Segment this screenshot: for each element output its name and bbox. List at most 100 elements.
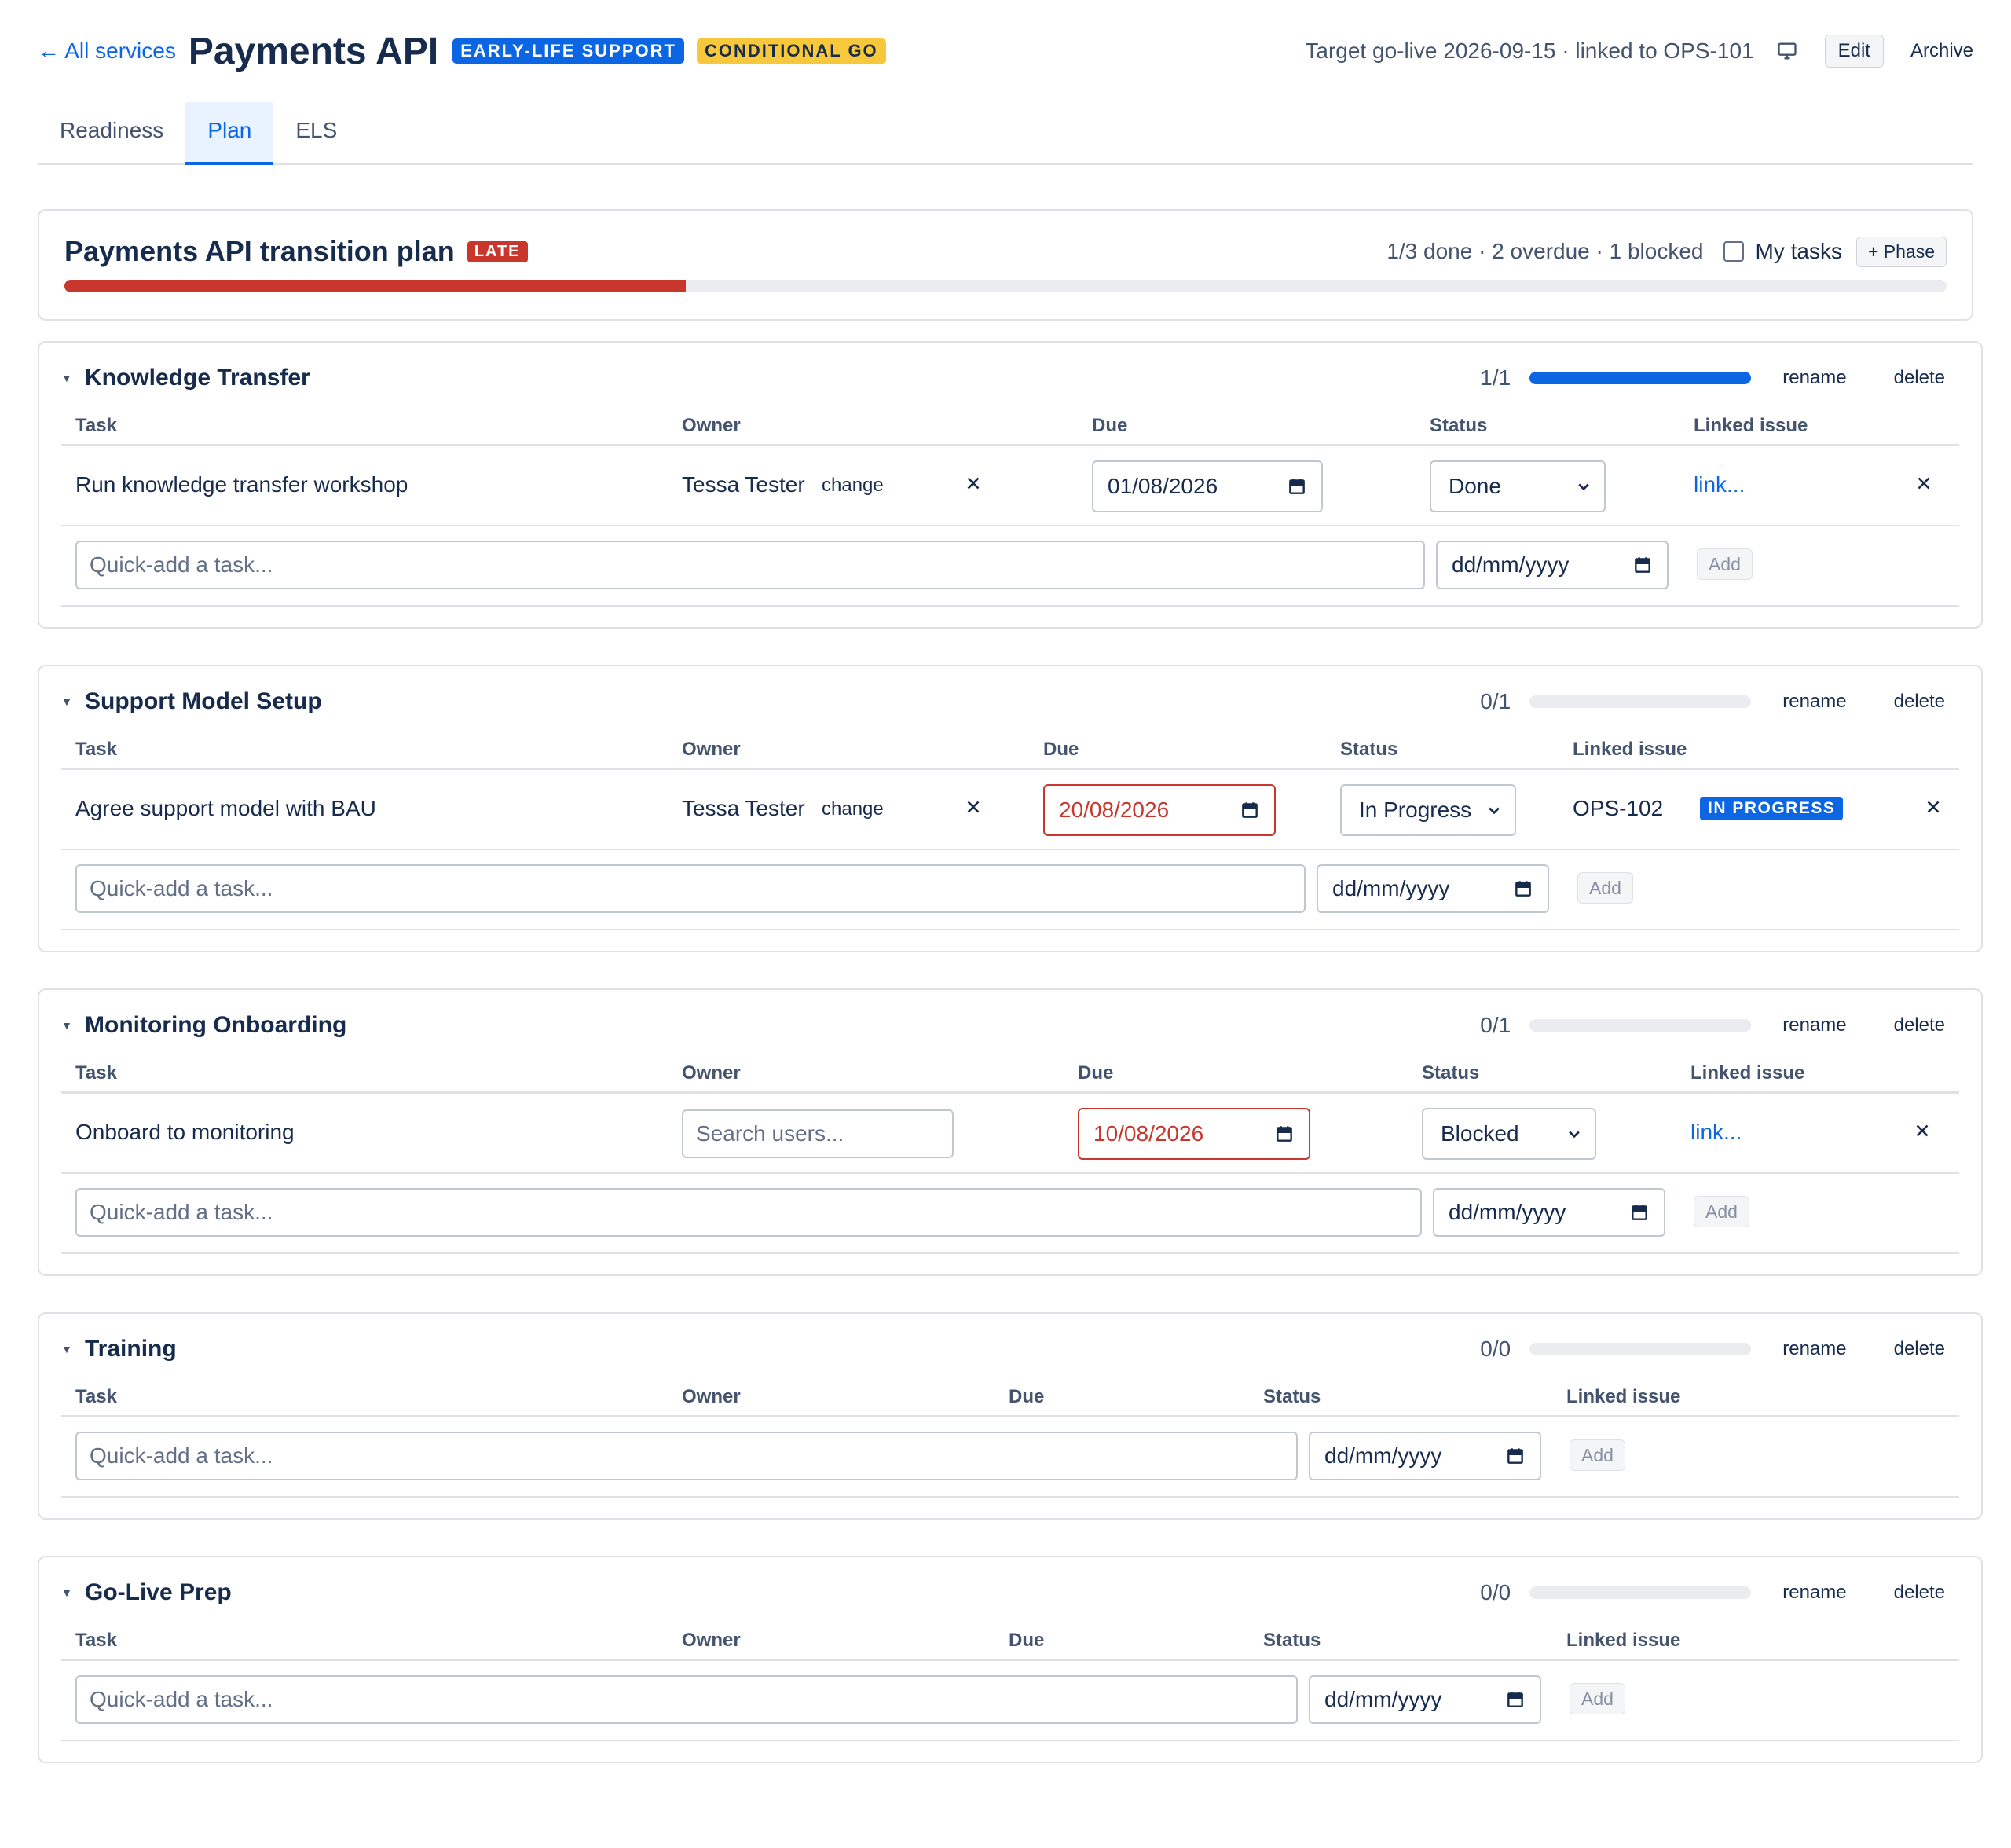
chevron-down-icon	[1489, 807, 1500, 815]
col-status: Status	[1263, 1630, 1321, 1651]
status-select[interactable]: Blocked	[1422, 1108, 1596, 1160]
col-due: Due	[1009, 1386, 1045, 1407]
status-value: Done	[1449, 474, 1501, 498]
calendar-icon[interactable]	[1240, 800, 1260, 820]
delete-phase-button[interactable]: delete	[1893, 1338, 1945, 1359]
calendar-icon[interactable]	[1632, 555, 1653, 575]
due-date-input[interactable]: 20/08/2026	[1043, 784, 1276, 836]
task-title[interactable]: Agree support model with BAU	[75, 796, 376, 820]
col-linked-issue: Linked issue	[1690, 1062, 1805, 1084]
phase-card-go-live-prep: ▼ Go-Live Prep 0/0 rename delete Task Ow…	[38, 1556, 1983, 1763]
phase-title: Go-Live Prep	[85, 1579, 232, 1605]
linked-issue-key[interactable]: OPS-102	[1573, 796, 1664, 820]
date-placeholder: dd/mm/yyyy	[1452, 552, 1570, 577]
quick-add-input[interactable]: Quick-add a task...	[75, 541, 1425, 589]
tab-readiness[interactable]: Readiness	[60, 118, 164, 142]
add-task-button[interactable]: Add	[1570, 1439, 1625, 1471]
table-header: Task Owner Due Status Linked issue	[61, 1625, 1959, 1661]
col-owner: Owner	[682, 415, 741, 436]
col-task: Task	[75, 1386, 117, 1407]
monitor-icon[interactable]	[1776, 40, 1798, 62]
add-task-button[interactable]: Add	[1570, 1683, 1625, 1714]
collapse-caret-icon[interactable]: ▼	[61, 372, 72, 384]
rename-phase-button[interactable]: rename	[1782, 1582, 1847, 1603]
calendar-icon[interactable]	[1274, 1124, 1295, 1144]
quick-add-row: Quick-add a task... dd/mm/yyyy Add	[61, 526, 1959, 607]
back-link[interactable]: ← All services	[38, 38, 176, 63]
phase-progress-bar	[1529, 1343, 1752, 1355]
status-value: In Progress	[1359, 798, 1472, 822]
phase-count: 1/1	[1480, 365, 1511, 390]
edit-button[interactable]: Edit	[1824, 35, 1884, 68]
calendar-icon[interactable]	[1505, 1689, 1526, 1710]
table-header: Task Owner Due Status Linked issue	[61, 1058, 1959, 1094]
phase-title: Monitoring Onboarding	[85, 1012, 347, 1038]
collapse-caret-icon[interactable]: ▼	[61, 1019, 72, 1032]
issue-status-badge: IN PROGRESS	[1700, 797, 1844, 820]
link-issue-button[interactable]: link...	[1694, 472, 1745, 497]
page-header: ← All services Payments API EARLY-LIFE S…	[38, 0, 1973, 102]
task-title[interactable]: Onboard to monitoring	[75, 1120, 295, 1144]
due-date-input[interactable]: 01/08/2026	[1092, 460, 1323, 512]
delete-phase-button[interactable]: delete	[1893, 1582, 1945, 1603]
quick-add-date-input[interactable]: dd/mm/yyyy	[1317, 864, 1549, 913]
add-task-button[interactable]: Add	[1694, 1196, 1749, 1227]
calendar-icon[interactable]	[1513, 878, 1533, 899]
collapse-caret-icon[interactable]: ▼	[61, 1343, 72, 1355]
quick-add-input[interactable]: Quick-add a task...	[75, 1188, 1422, 1237]
rename-phase-button[interactable]: rename	[1782, 367, 1847, 388]
calendar-icon[interactable]	[1505, 1446, 1526, 1466]
my-tasks-checkbox[interactable]	[1723, 241, 1745, 262]
table-header: Task Owner Due Status Linked issue	[61, 1381, 1959, 1417]
owner-search-input[interactable]: Search users...	[682, 1109, 954, 1158]
quick-add-row: Quick-add a task... dd/mm/yyyy Add	[61, 1661, 1959, 1741]
quick-add-input[interactable]: Quick-add a task...	[75, 864, 1306, 913]
quick-add-date-input[interactable]: dd/mm/yyyy	[1309, 1675, 1541, 1724]
status-select[interactable]: Done	[1430, 460, 1606, 512]
status-select[interactable]: In Progress	[1340, 784, 1516, 836]
delete-task-icon[interactable]	[1923, 797, 1943, 817]
archive-button[interactable]: Archive	[1910, 40, 1973, 61]
date-placeholder: dd/mm/yyyy	[1324, 1443, 1442, 1468]
delete-phase-button[interactable]: delete	[1893, 691, 1945, 712]
due-date-input[interactable]: 10/08/2026	[1078, 1108, 1310, 1160]
tab-els[interactable]: ELS	[295, 118, 338, 142]
link-issue-button[interactable]: link...	[1690, 1120, 1742, 1144]
add-phase-button[interactable]: + Phase	[1855, 236, 1947, 267]
calendar-icon[interactable]	[1287, 476, 1307, 497]
remove-owner-icon[interactable]	[963, 797, 984, 817]
col-due: Due	[1078, 1062, 1114, 1084]
add-task-button[interactable]: Add	[1697, 548, 1753, 580]
delete-phase-button[interactable]: delete	[1893, 1014, 1945, 1036]
phase-card-training: ▼ Training 0/0 rename delete Task Owner …	[38, 1312, 1983, 1520]
quick-add-date-input[interactable]: dd/mm/yyyy	[1433, 1188, 1665, 1237]
delete-task-icon[interactable]	[1912, 1120, 1932, 1141]
quick-add-input[interactable]: Quick-add a task...	[75, 1675, 1298, 1724]
task-title[interactable]: Run knowledge transfer workshop	[75, 472, 408, 497]
collapse-caret-icon[interactable]: ▼	[61, 1586, 72, 1599]
rename-phase-button[interactable]: rename	[1782, 1014, 1847, 1036]
calendar-icon[interactable]	[1629, 1202, 1650, 1223]
col-owner: Owner	[682, 1630, 741, 1651]
table-row: Run knowledge transfer workshop Tessa Te…	[61, 446, 1959, 526]
due-date-value: 01/08/2026	[1108, 474, 1218, 498]
collapse-caret-icon[interactable]: ▼	[61, 695, 72, 708]
table-row: Agree support model with BAU Tessa Teste…	[61, 770, 1959, 850]
delete-phase-button[interactable]: delete	[1893, 367, 1945, 388]
rename-phase-button[interactable]: rename	[1782, 1338, 1847, 1359]
remove-owner-icon[interactable]	[963, 473, 984, 493]
rename-phase-button[interactable]: rename	[1782, 691, 1847, 712]
tab-plan[interactable]: Plan	[185, 102, 274, 165]
quick-add-input[interactable]: Quick-add a task...	[75, 1432, 1298, 1480]
change-owner-button[interactable]: change	[822, 475, 884, 496]
page-title: Payments API	[188, 30, 439, 72]
quick-add-date-input[interactable]: dd/mm/yyyy	[1436, 541, 1669, 589]
delete-task-icon[interactable]	[1914, 473, 1934, 493]
quick-add-date-input[interactable]: dd/mm/yyyy	[1309, 1432, 1541, 1480]
phase-title: Training	[85, 1336, 177, 1362]
plan-stats: 1/3 done · 2 overdue · 1 blocked	[1386, 239, 1704, 263]
change-owner-button[interactable]: change	[822, 798, 884, 820]
add-task-button[interactable]: Add	[1577, 872, 1633, 904]
phase-progress-bar	[1529, 1019, 1752, 1032]
my-tasks-filter[interactable]: My tasks	[1723, 239, 1842, 264]
